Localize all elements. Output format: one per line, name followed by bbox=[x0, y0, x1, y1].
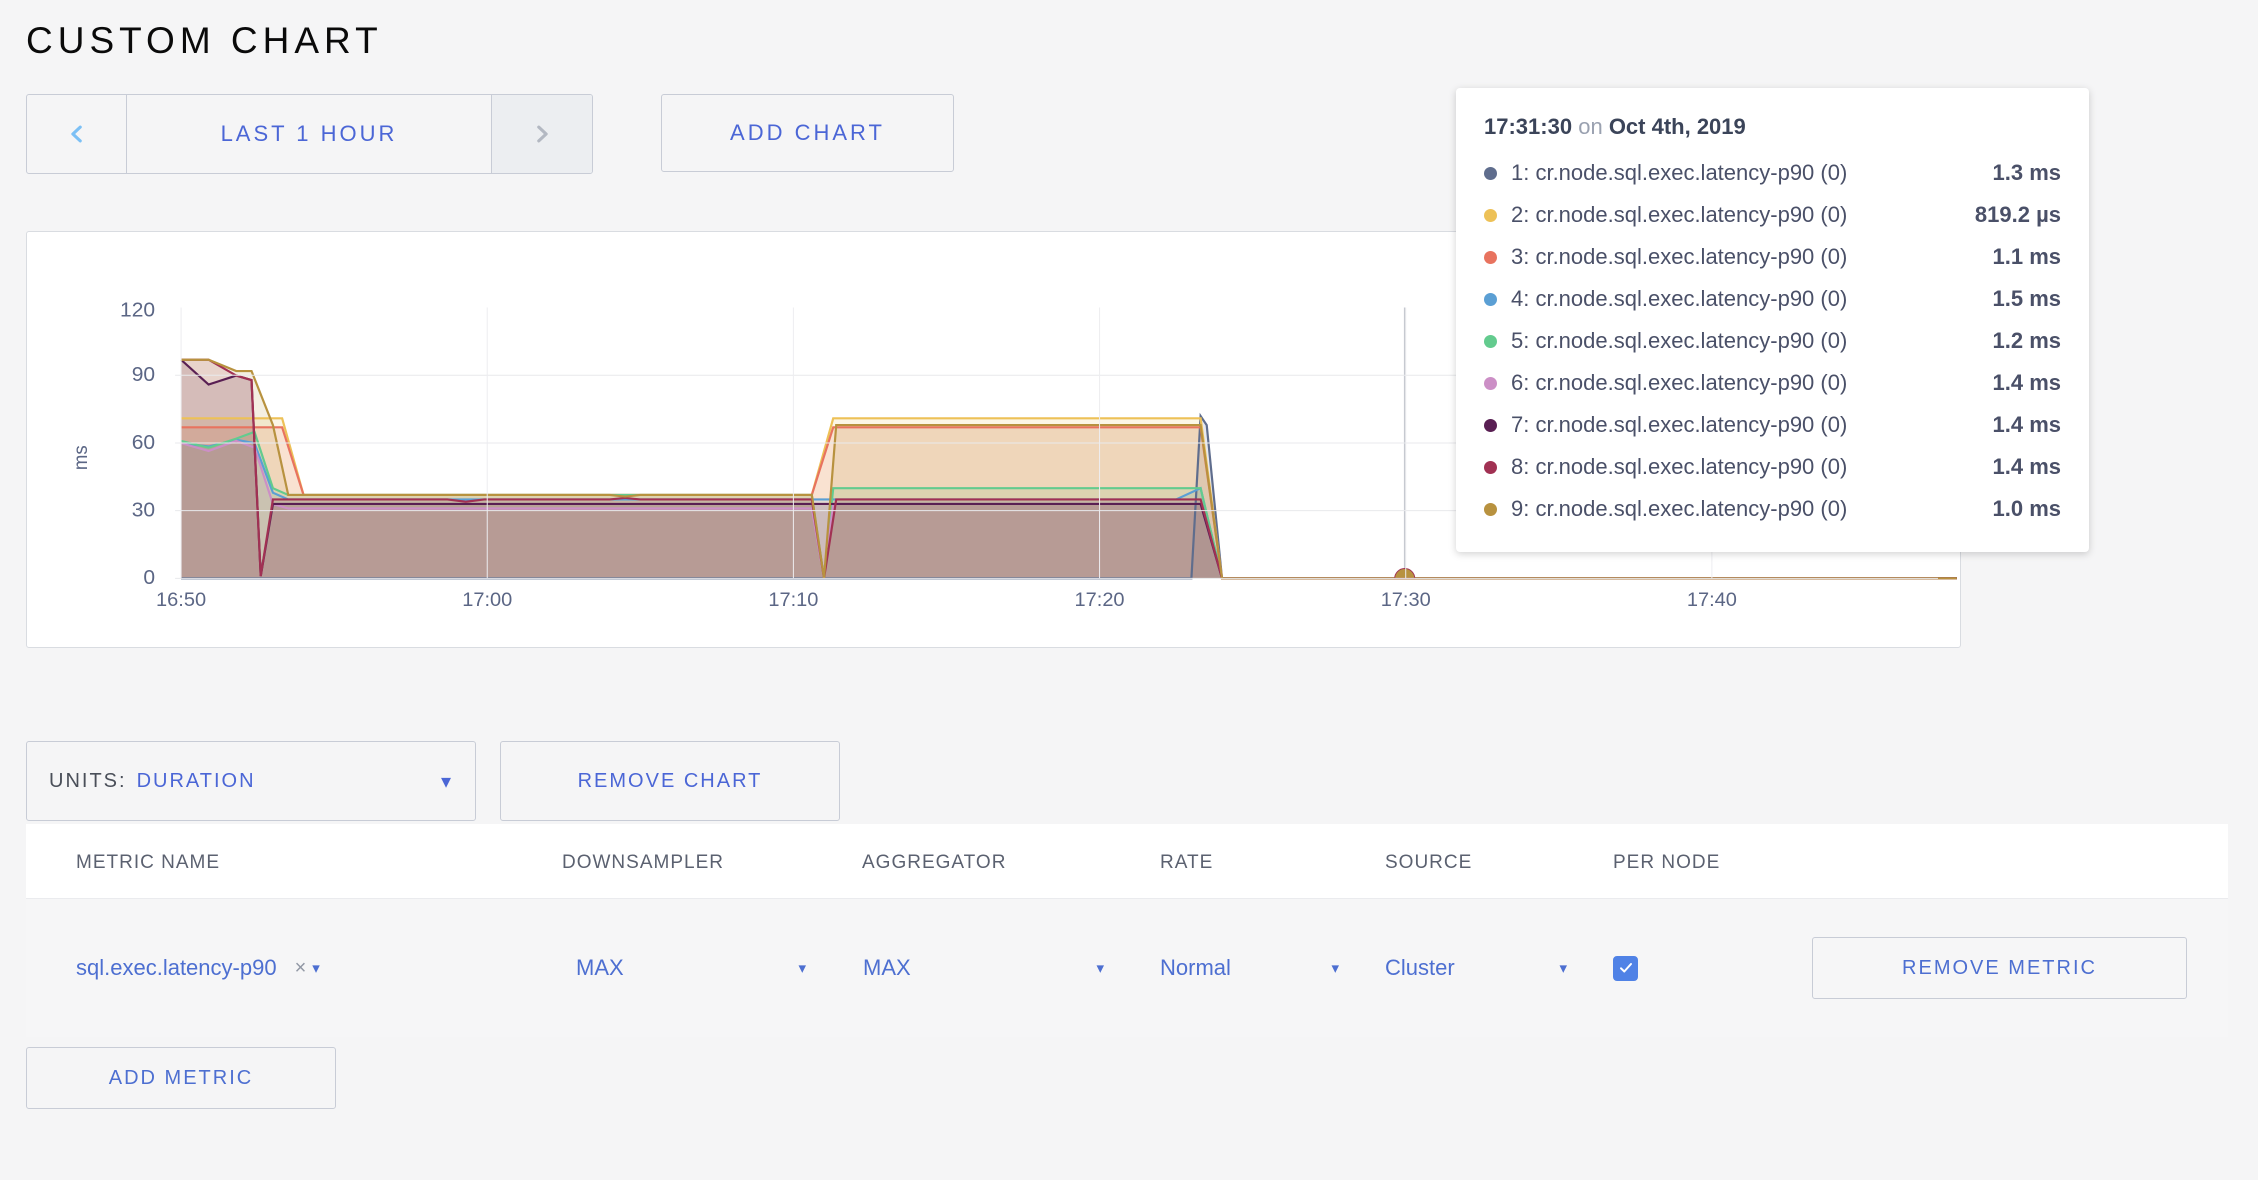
svg-text:0: 0 bbox=[143, 566, 155, 589]
svg-text:17:40: 17:40 bbox=[1687, 589, 1737, 611]
svg-text:17:20: 17:20 bbox=[1075, 589, 1125, 611]
svg-text:30: 30 bbox=[132, 499, 155, 522]
svg-text:120: 120 bbox=[120, 299, 155, 322]
svg-text:17:10: 17:10 bbox=[768, 589, 818, 611]
svg-text:17:30: 17:30 bbox=[1381, 589, 1431, 611]
svg-text:17:00: 17:00 bbox=[462, 589, 512, 611]
svg-text:16:50: 16:50 bbox=[156, 589, 206, 611]
svg-text:ms: ms bbox=[70, 445, 91, 470]
svg-text:90: 90 bbox=[132, 363, 155, 386]
svg-text:60: 60 bbox=[132, 431, 155, 454]
